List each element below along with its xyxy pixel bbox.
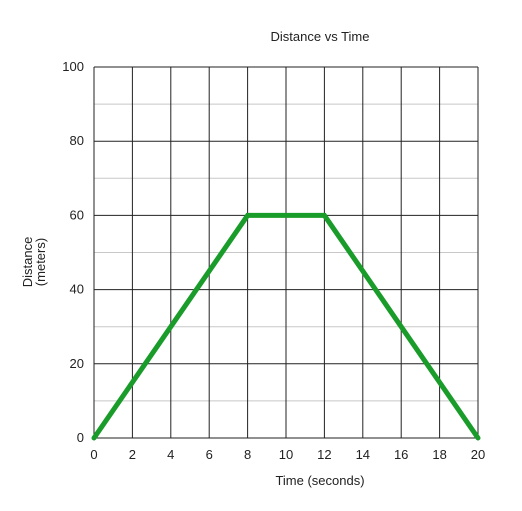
y-tick-label: 60	[70, 207, 84, 222]
y-tick-label: 0	[77, 430, 84, 445]
chart-title: Distance vs Time	[271, 29, 370, 44]
series-line	[91, 212, 481, 441]
y-axis-label-line2: (meters)	[33, 238, 48, 286]
x-tick-label: 2	[129, 447, 136, 462]
x-tick-label: 12	[317, 447, 331, 462]
y-tick-label: 20	[70, 356, 84, 371]
y-tick-label: 80	[70, 133, 84, 148]
x-axis-label: Time (seconds)	[275, 473, 364, 488]
x-tick-label: 4	[167, 447, 174, 462]
x-tick-label: 8	[244, 447, 251, 462]
x-tick-label: 20	[471, 447, 485, 462]
x-tick-label: 18	[432, 447, 446, 462]
tick-labels: 0 20 40 60 80 100 0 2 4 6 8 10 12 14 16 18 20	[62, 59, 485, 462]
y-axis-label: Distance (meters)	[20, 237, 48, 288]
x-tick-label: 10	[279, 447, 293, 462]
x-tick-label: 6	[206, 447, 213, 462]
grid	[93, 66, 479, 439]
y-axis-label-line1: Distance	[20, 237, 35, 288]
x-tick-label: 0	[90, 447, 97, 462]
series-layer	[91, 212, 481, 441]
y-tick-label: 100	[62, 59, 84, 74]
x-tick-label: 16	[394, 447, 408, 462]
y-tick-label: 40	[70, 282, 84, 297]
x-tick-label: 14	[356, 447, 370, 462]
